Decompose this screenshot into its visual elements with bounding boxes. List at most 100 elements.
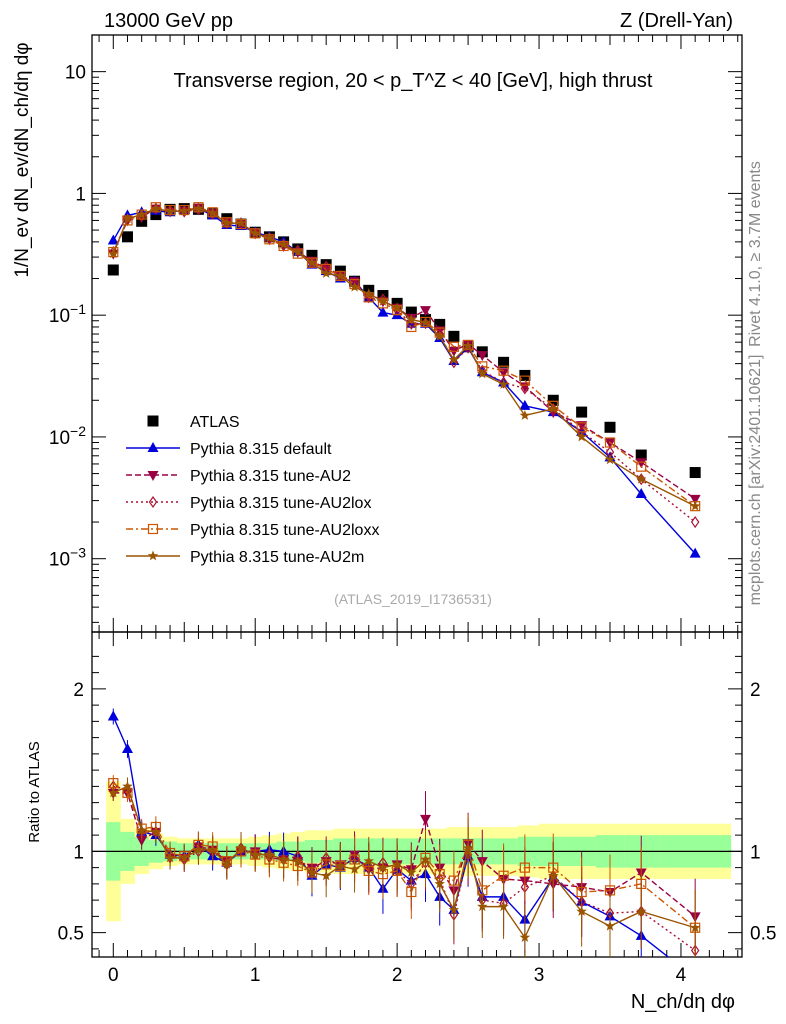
data-point bbox=[636, 461, 647, 472]
data-point bbox=[689, 500, 701, 511]
data-point bbox=[499, 376, 508, 389]
data-point bbox=[548, 403, 559, 414]
ratio-point bbox=[193, 844, 204, 855]
watermark-label: (ATLAS_2019_I1736531) bbox=[334, 591, 492, 607]
data-point bbox=[604, 454, 616, 465]
data-point bbox=[604, 421, 616, 433]
ratio-point bbox=[636, 906, 647, 916]
main-y-tick-label: 10−3 bbox=[49, 545, 86, 571]
ratio-point bbox=[107, 710, 119, 721]
data-point bbox=[462, 340, 474, 351]
data-point bbox=[391, 302, 403, 313]
main-panel: 10−3 10−2 10−1 1 10 bbox=[49, 34, 743, 633]
x-tick-label: 2 bbox=[392, 965, 403, 986]
data-point bbox=[498, 365, 509, 376]
data-point bbox=[636, 473, 647, 484]
data-point bbox=[477, 368, 488, 379]
ratio-point bbox=[150, 826, 162, 837]
data-point bbox=[434, 330, 445, 341]
data-point bbox=[377, 306, 389, 317]
ratio-frame bbox=[91, 631, 743, 958]
x-tick-label: 3 bbox=[534, 965, 545, 986]
data-point bbox=[434, 318, 446, 330]
data-point bbox=[689, 494, 701, 505]
main-y-tick-label: 1 bbox=[75, 184, 86, 205]
data-point bbox=[107, 234, 119, 245]
x-tick-label: 1 bbox=[250, 965, 261, 986]
data-point bbox=[264, 232, 275, 243]
data-point bbox=[547, 394, 559, 406]
data-point bbox=[448, 341, 459, 352]
ratio-point bbox=[264, 849, 275, 860]
data-point bbox=[193, 203, 204, 214]
data-point bbox=[405, 306, 417, 318]
main-y-axis-label: 1/N_ev dN_ev/dN_ch/dη dφ bbox=[12, 42, 33, 277]
data-point bbox=[604, 438, 616, 449]
data-point bbox=[635, 449, 647, 461]
main-y-tick-label: 10−1 bbox=[49, 301, 86, 327]
ratio-point bbox=[108, 787, 119, 798]
ratio-y-tick-label-right: 1 bbox=[750, 842, 761, 863]
data-point bbox=[520, 382, 530, 395]
ratio-point bbox=[690, 972, 701, 982]
data-point bbox=[306, 257, 318, 268]
legend-marker bbox=[147, 442, 159, 452]
ratio-point bbox=[420, 814, 432, 825]
legend-label: Pythia 8.315 tune-AU2lox bbox=[190, 495, 371, 512]
data-point bbox=[378, 293, 388, 306]
ratio-point bbox=[221, 858, 233, 869]
x-tick-label: 0 bbox=[108, 965, 119, 986]
main-y-tick-label: 10−2 bbox=[49, 423, 86, 449]
data-point bbox=[406, 321, 417, 333]
main-y-tick-label: 10 bbox=[65, 63, 86, 84]
ratio-point bbox=[576, 906, 587, 916]
main-title: Transverse region, 20 < p_T^Z < 40 [GeV]… bbox=[174, 70, 653, 92]
data-point bbox=[292, 246, 303, 257]
ratio-y-tick-label-left: 0.5 bbox=[58, 924, 84, 945]
data-point bbox=[420, 306, 432, 317]
ratio-y-tick-label-left: 2 bbox=[73, 680, 84, 701]
data-point bbox=[498, 378, 509, 389]
data-point bbox=[377, 290, 389, 302]
ratio-line bbox=[112, 782, 696, 929]
ratio-point bbox=[179, 852, 190, 863]
data-point bbox=[435, 327, 444, 341]
ratio-y-tick-label-right: 2 bbox=[750, 680, 761, 701]
data-point bbox=[179, 205, 190, 216]
data-point bbox=[476, 351, 488, 362]
legend-label: Pythia 8.315 tune-AU2loxx bbox=[190, 522, 379, 539]
legend-marker bbox=[147, 415, 159, 427]
data-point bbox=[306, 249, 318, 261]
ratio-y-tick-label-right: 0.5 bbox=[750, 924, 776, 945]
legend-label: Pythia 8.315 tune-AU2 bbox=[190, 468, 351, 485]
legend-label: Pythia 8.315 default bbox=[190, 441, 332, 458]
ratio-point bbox=[420, 854, 431, 864]
ratio-point bbox=[604, 920, 616, 931]
data-point bbox=[689, 467, 701, 479]
data-point bbox=[150, 203, 162, 214]
data-point bbox=[250, 227, 261, 238]
ratio-point bbox=[349, 863, 360, 874]
ratio-point bbox=[462, 842, 474, 853]
data-point bbox=[576, 431, 587, 442]
data-point bbox=[519, 399, 531, 410]
ratio-point bbox=[335, 860, 346, 871]
ratio-series-group bbox=[107, 708, 701, 982]
ratio-point bbox=[548, 870, 559, 881]
ratio-point bbox=[122, 780, 133, 791]
data-point bbox=[278, 239, 289, 249]
ratio-point bbox=[164, 852, 176, 863]
ratio-point bbox=[320, 870, 332, 881]
ratio-point bbox=[306, 867, 318, 877]
data-point bbox=[235, 217, 247, 228]
legend-marker bbox=[147, 550, 159, 561]
data-point bbox=[406, 314, 417, 324]
ratio-point bbox=[292, 855, 303, 866]
data-point bbox=[377, 295, 389, 306]
ratio-line bbox=[113, 792, 696, 917]
series-line bbox=[112, 206, 696, 507]
ratio-point bbox=[250, 849, 261, 860]
data-point bbox=[420, 317, 431, 327]
data-point bbox=[689, 547, 701, 558]
legend-marker bbox=[147, 523, 159, 535]
